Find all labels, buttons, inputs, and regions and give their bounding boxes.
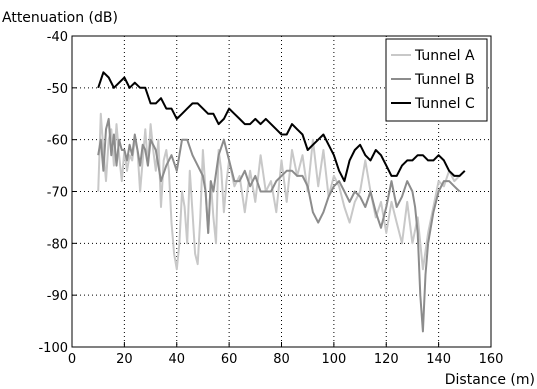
y-tick-label: -40: [47, 30, 68, 45]
legend-label: Tunnel A: [414, 48, 475, 64]
legend-label: Tunnel B: [414, 72, 475, 88]
series-layer: [97, 71, 466, 333]
axis-ticks: 0 20 40 60 80 100 120 140 160 -40 -50 -60 -70 -80 -90 -…: [38, 30, 503, 367]
y-tick-label: -100: [38, 341, 68, 356]
y-tick-label: -60: [47, 134, 68, 149]
x-tick-label: 100: [321, 352, 346, 367]
series-line-tunnel-b: [97, 117, 461, 333]
y-tick-label: -70: [47, 186, 68, 201]
x-tick-label: 20: [116, 352, 133, 367]
x-tick-label: 120: [374, 352, 399, 367]
y-tick-label: -80: [47, 237, 68, 252]
x-tick-label: 140: [426, 352, 451, 367]
legend: Tunnel A Tunnel B Tunnel C: [385, 38, 488, 122]
x-tick-label: 160: [479, 352, 504, 367]
x-tick-label: 60: [221, 352, 238, 367]
y-tick-label: -50: [47, 82, 68, 97]
y-tick-label: -90: [47, 289, 68, 304]
legend-label: Tunnel C: [414, 96, 475, 112]
x-tick-label: 80: [273, 352, 290, 367]
x-tick-label: 0: [68, 352, 76, 367]
series-line-tunnel-a: [97, 112, 461, 271]
series-line-tunnel-c: [97, 71, 466, 183]
y-axis-title: Attenuation (dB): [2, 10, 118, 26]
x-axis-title: Distance (m): [445, 372, 535, 388]
x-tick-label: 40: [168, 352, 185, 367]
